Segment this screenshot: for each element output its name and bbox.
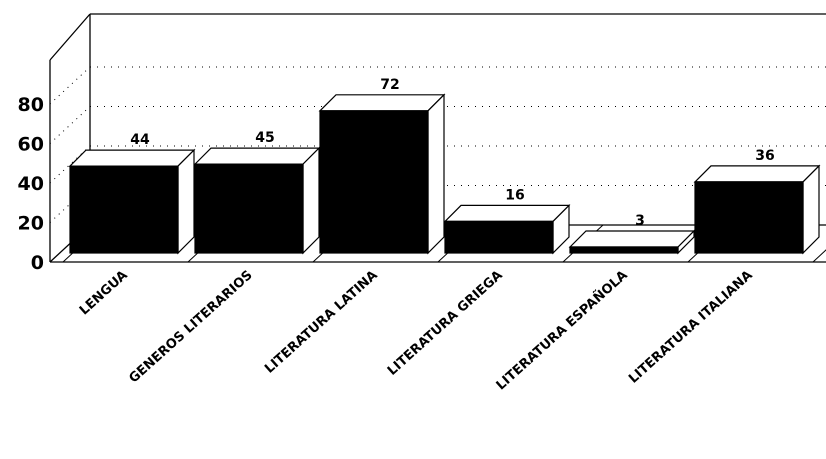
y-tick-label: 40 [18,173,44,195]
bar [443,203,571,255]
bars [68,93,821,255]
y-axis-ticks: 0 20 40 60 80 [18,94,44,274]
bar [68,148,196,255]
bar-value-label: 16 [505,187,524,203]
y-tick-label: 20 [18,213,44,235]
bar [693,164,821,255]
bar-value-label: 3 [635,213,645,229]
bar [568,229,696,255]
category-label: LITERATURA LATINA [262,268,380,377]
bar [193,146,321,255]
y-tick-label: 60 [18,134,44,156]
bar-value-label: 72 [380,77,399,93]
category-label: LITERATURA ESPAÑOLA [493,267,631,393]
category-label: GENEROS LITERARIOS [126,268,255,387]
bar-value-label: 45 [255,130,274,146]
category-label: LITERATURA ITALIANA [626,268,756,387]
y-tick-label: 80 [18,94,44,116]
bar-value-label: 44 [130,132,150,148]
bar-value-label: 36 [755,148,774,164]
category-label: LITERATURA GRIEGA [385,268,506,379]
y-tick-label: 0 [31,252,44,274]
bar [318,93,446,255]
category-label: LENGUA [77,268,131,319]
data-labels: 44 45 72 16 3 36 [130,77,774,229]
